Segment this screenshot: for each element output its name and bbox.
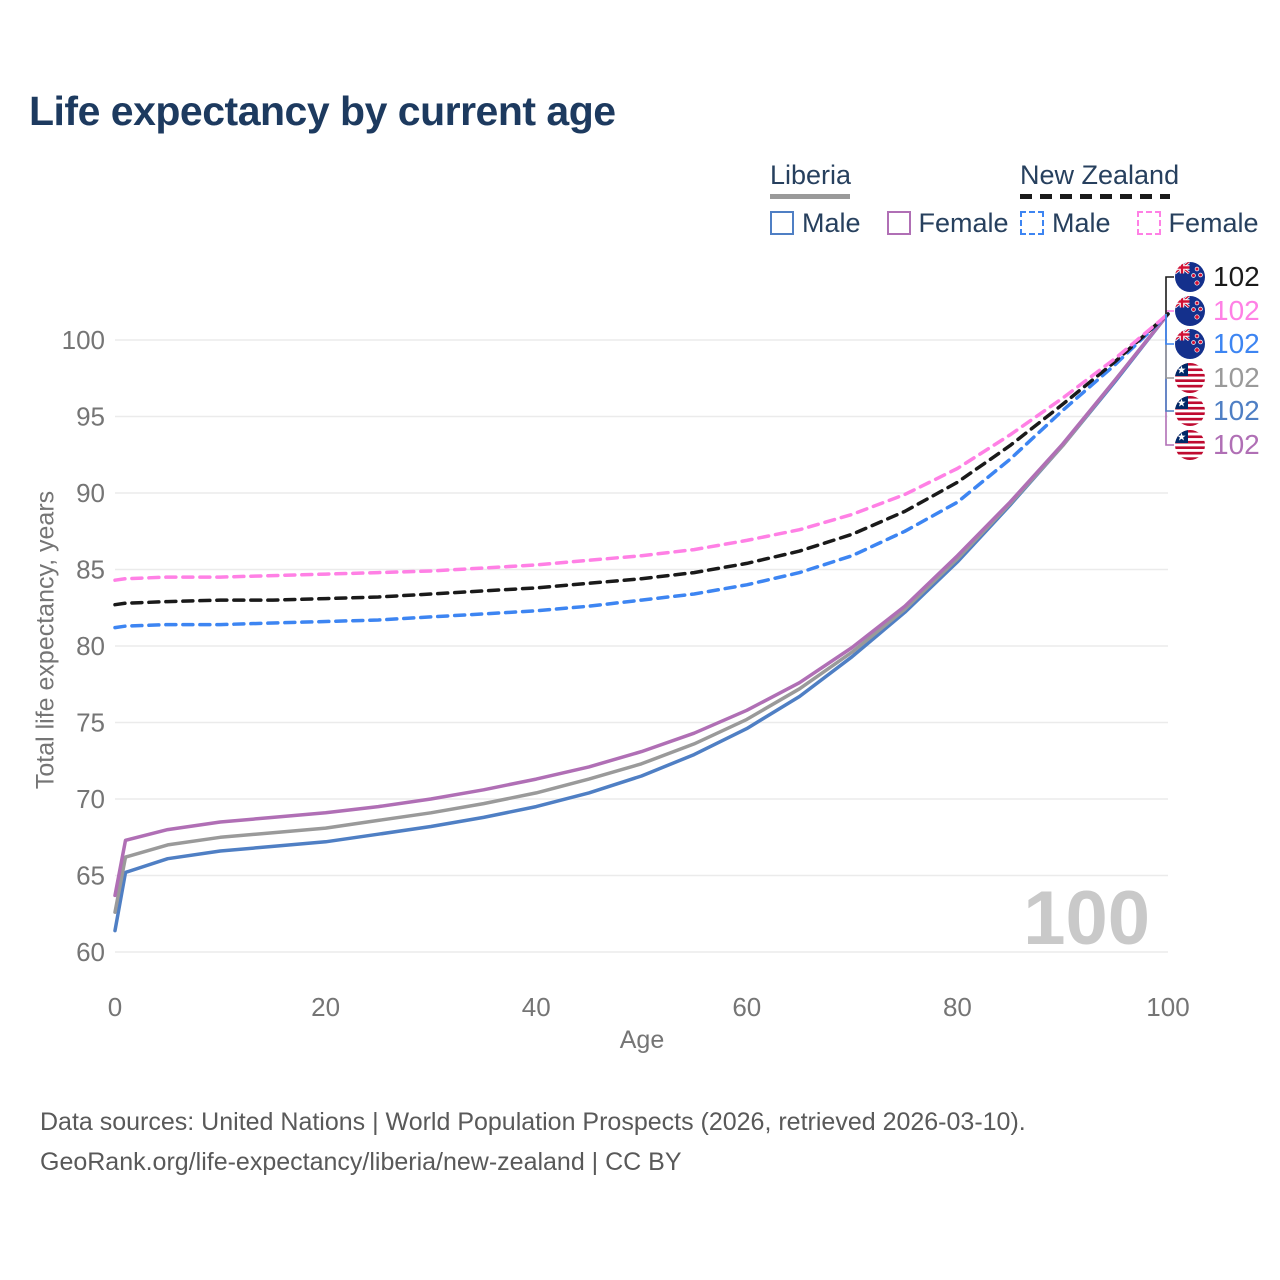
new-zealand-flag-icon [1175, 262, 1205, 292]
end-label-row[interactable]: 102 [1175, 329, 1260, 359]
y-tick-label: 100 [62, 325, 105, 355]
x-tick-label: 40 [522, 992, 551, 1022]
end-label-connector [1165, 314, 1174, 446]
end-label-row[interactable]: 102 [1175, 430, 1260, 460]
legend-swatch-nz-male[interactable] [1020, 211, 1044, 235]
liberia-flag-icon [1175, 430, 1205, 460]
end-label-connector [1165, 276, 1174, 314]
end-label-connector [1165, 314, 1174, 412]
y-tick-label: 85 [76, 555, 105, 585]
end-label-value: 102 [1213, 362, 1260, 393]
new-zealand-flag-icon [1175, 296, 1205, 326]
y-tick-label: 90 [76, 478, 105, 508]
y-tick-label: 70 [76, 784, 105, 814]
end-label-row[interactable]: 102 [1175, 363, 1260, 393]
series-line-liberia-total[interactable] [113, 312, 1170, 914]
x-tick-label: 100 [1146, 992, 1189, 1022]
series-line-new-zealand-total[interactable] [113, 312, 1170, 607]
y-tick-label: 80 [76, 631, 105, 661]
y-tick-label: 60 [76, 937, 105, 967]
legend-swatch-nz-female[interactable] [1136, 211, 1161, 235]
y-tick-label: 95 [76, 402, 105, 432]
end-label-value: 102 [1213, 261, 1260, 292]
liberia-flag-icon [1175, 396, 1205, 426]
x-tick-label: 20 [311, 992, 340, 1022]
series-line-new-zealand-female[interactable] [113, 312, 1170, 582]
legend-swatch-liberia-female[interactable] [886, 211, 911, 235]
legend-country-liberia: Liberia [770, 160, 852, 190]
new-zealand-flag-icon [1175, 329, 1205, 359]
legend-group-new-zealand: New Zealand Male Female [1020, 160, 1277, 239]
y-axis-title: Total life expectancy, years [31, 490, 60, 790]
legend-country-new-zealand: New Zealand [1020, 160, 1180, 190]
end-label-row[interactable]: 102 [1175, 296, 1260, 326]
legend-underline-new-zealand [1020, 194, 1170, 199]
legend-label-liberia-female[interactable]: Female [918, 207, 1009, 238]
y-tick-label: 75 [76, 708, 105, 738]
end-label-value: 102 [1213, 429, 1260, 460]
legend-swatch-liberia-male[interactable] [770, 211, 794, 235]
legend-label-liberia-male[interactable]: Male [802, 207, 861, 238]
x-axis-title: Age [619, 1026, 665, 1054]
legend-label-nz-female[interactable]: Female [1168, 207, 1259, 238]
x-tick-label: 0 [108, 992, 122, 1022]
end-label-row[interactable]: 102 [1175, 396, 1260, 426]
end-label-value: 102 [1213, 295, 1260, 326]
y-tick-label: 65 [76, 861, 105, 891]
liberia-flag-icon [1175, 363, 1205, 393]
legend-underline-liberia [770, 194, 850, 199]
x-tick-label: 60 [732, 992, 761, 1022]
end-label-row[interactable]: 102 [1175, 262, 1260, 292]
attribution-note: GeoRank.org/life-expectancy/liberia/new-… [40, 1148, 682, 1176]
legend-label-nz-male[interactable]: Male [1052, 207, 1111, 238]
end-label-value: 102 [1213, 328, 1260, 359]
x-tick-label: 80 [943, 992, 972, 1022]
end-label-connector [1165, 314, 1174, 345]
page-title: Life expectancy by current age [29, 88, 616, 134]
series-line-liberia-female[interactable] [113, 312, 1170, 898]
series-line-new-zealand-male[interactable] [113, 312, 1170, 630]
end-label-value: 102 [1213, 395, 1260, 426]
age-watermark: 100 [1023, 876, 1150, 961]
end-label-connector [1165, 314, 1174, 379]
data-sources-note: Data sources: United Nations | World Pop… [40, 1108, 1026, 1136]
legend-group-liberia: Liberia Male Female [770, 160, 1027, 239]
